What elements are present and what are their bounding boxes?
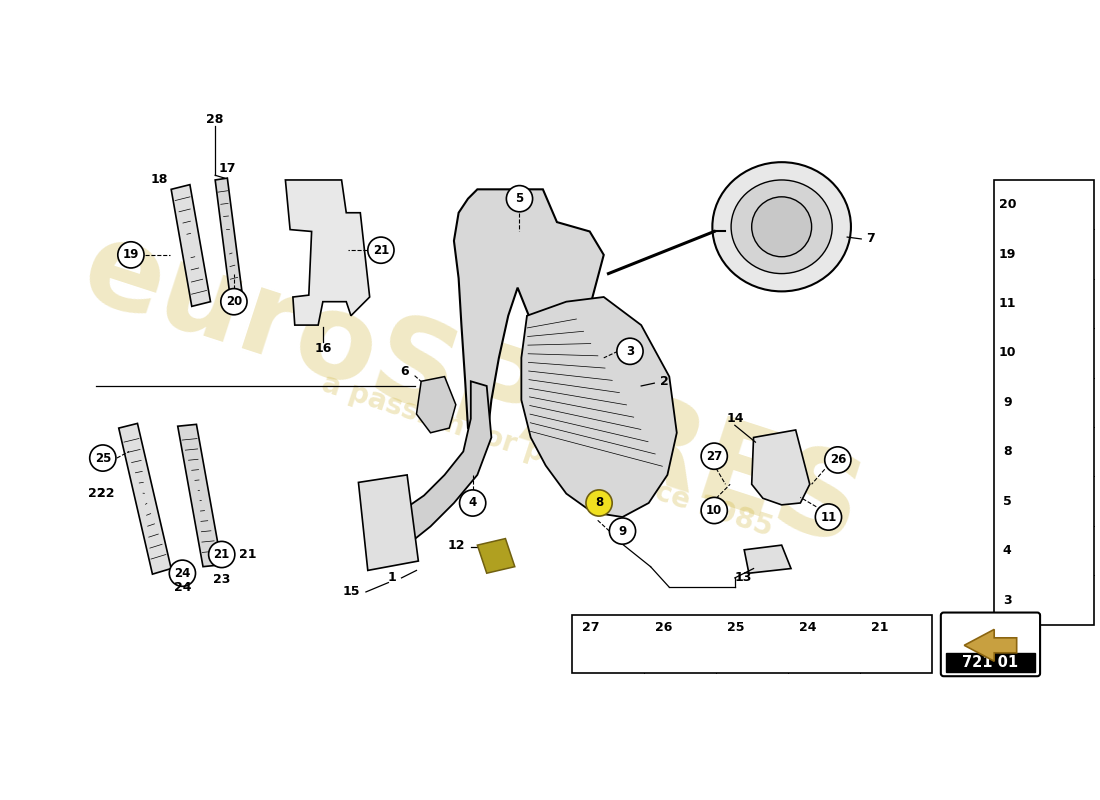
Text: 721 01: 721 01 (962, 654, 1019, 670)
Text: 11: 11 (821, 510, 837, 523)
Text: 6: 6 (400, 366, 409, 378)
Polygon shape (745, 545, 791, 574)
Text: 21: 21 (871, 621, 888, 634)
Text: 9: 9 (618, 525, 627, 538)
FancyBboxPatch shape (940, 613, 1041, 676)
Text: 21: 21 (239, 548, 256, 561)
Text: 15: 15 (343, 586, 361, 598)
Text: 27: 27 (706, 450, 723, 462)
Circle shape (701, 498, 727, 523)
Text: 19: 19 (999, 247, 1016, 261)
Polygon shape (417, 377, 455, 433)
Text: 19: 19 (123, 248, 139, 262)
Polygon shape (454, 190, 604, 438)
Ellipse shape (732, 180, 833, 274)
Circle shape (609, 518, 636, 544)
Text: 9: 9 (1003, 396, 1012, 409)
Polygon shape (119, 423, 172, 574)
Circle shape (586, 490, 613, 516)
Bar (946, 653, 1035, 671)
Text: 3: 3 (626, 345, 634, 358)
Text: 26: 26 (654, 621, 672, 634)
Polygon shape (359, 475, 418, 570)
Text: 12: 12 (448, 538, 465, 552)
Circle shape (209, 542, 234, 568)
Text: 25: 25 (95, 451, 111, 465)
Polygon shape (285, 180, 370, 325)
Text: 24: 24 (799, 621, 816, 634)
Text: 7: 7 (866, 233, 874, 246)
Text: 18: 18 (151, 174, 168, 186)
Text: 13: 13 (735, 571, 752, 585)
Text: 20: 20 (226, 295, 242, 308)
Text: 21: 21 (373, 244, 389, 257)
Text: 8: 8 (595, 497, 603, 510)
Text: 26: 26 (829, 454, 846, 466)
Circle shape (617, 338, 643, 365)
Polygon shape (751, 430, 810, 505)
Text: 5: 5 (516, 192, 524, 205)
Circle shape (825, 447, 851, 473)
Text: 28: 28 (207, 113, 224, 126)
Bar (994, 180, 1094, 625)
Text: 5: 5 (1003, 494, 1012, 508)
Bar (572, 615, 933, 674)
Polygon shape (965, 630, 1016, 662)
Polygon shape (379, 382, 492, 554)
Circle shape (815, 504, 842, 530)
Text: 21: 21 (213, 548, 230, 561)
Circle shape (118, 242, 144, 268)
Text: 16: 16 (315, 342, 331, 355)
Polygon shape (178, 424, 222, 566)
Circle shape (751, 197, 812, 257)
Text: 2: 2 (660, 374, 669, 388)
Ellipse shape (713, 162, 851, 291)
Text: 25: 25 (727, 621, 744, 634)
Circle shape (169, 560, 196, 586)
Polygon shape (172, 185, 210, 306)
Text: 24: 24 (174, 581, 191, 594)
Text: 3: 3 (1003, 594, 1012, 606)
Text: 23: 23 (213, 574, 230, 586)
Text: 22: 22 (97, 487, 114, 500)
Polygon shape (521, 297, 676, 517)
Text: 10: 10 (999, 346, 1016, 359)
Text: 24: 24 (174, 566, 190, 580)
Text: 22: 22 (88, 487, 106, 500)
Text: 10: 10 (706, 504, 723, 517)
Text: 17: 17 (219, 162, 236, 175)
Polygon shape (216, 178, 243, 305)
Text: 20: 20 (999, 198, 1016, 211)
Circle shape (460, 490, 486, 516)
Text: 4: 4 (1003, 544, 1012, 557)
Circle shape (701, 443, 727, 470)
Text: 11: 11 (999, 297, 1016, 310)
Text: 14: 14 (726, 412, 744, 426)
Circle shape (367, 237, 394, 263)
Text: euroSPARES: euroSPARES (69, 210, 877, 570)
Text: 27: 27 (582, 621, 600, 634)
Polygon shape (477, 538, 515, 574)
Circle shape (221, 289, 248, 314)
Text: 1: 1 (387, 571, 396, 585)
Circle shape (90, 445, 116, 471)
Text: 8: 8 (1003, 446, 1012, 458)
Text: a passion for parts since 1985: a passion for parts since 1985 (318, 370, 777, 542)
Text: 4: 4 (469, 497, 476, 510)
Circle shape (506, 186, 532, 212)
